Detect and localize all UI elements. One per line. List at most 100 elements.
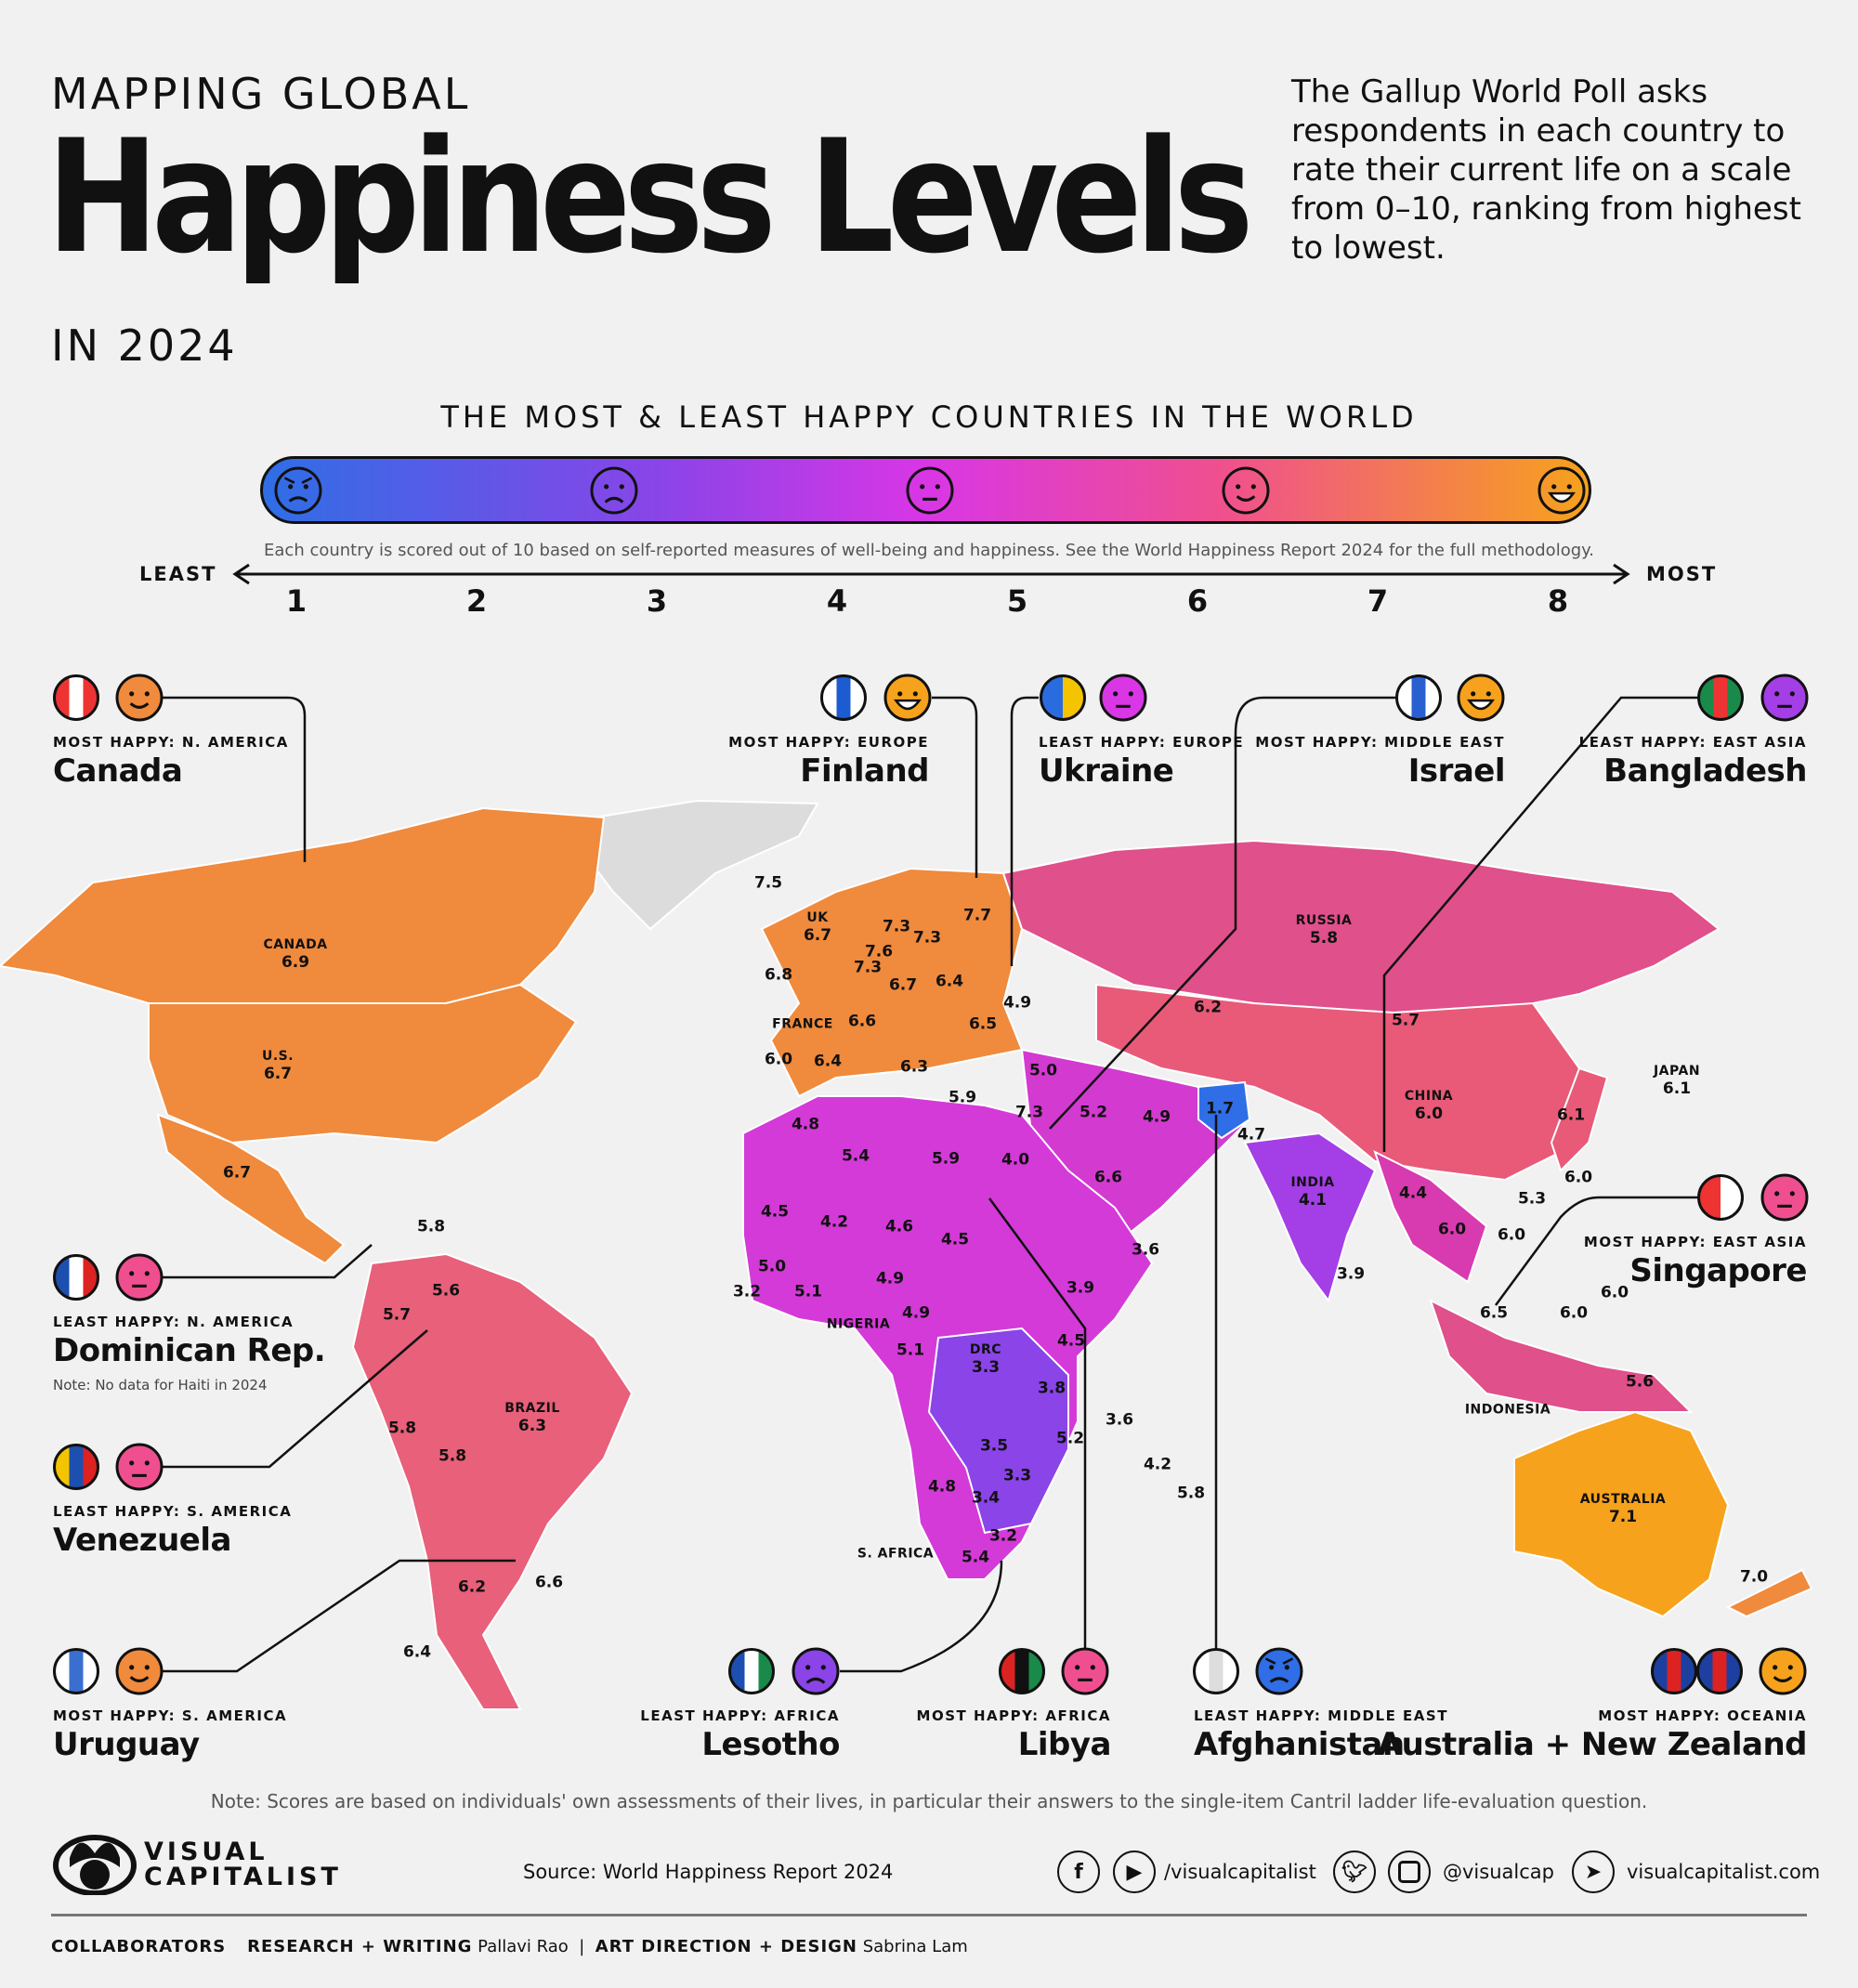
map-country-name: JAPAN: [1653, 1064, 1701, 1079]
callout-category: LEAST HAPPY: MIDDLE EAST: [1194, 1707, 1448, 1724]
map-label: INDONESIA: [1465, 1402, 1551, 1419]
scale-subtitle: THE MOST & LEAST HAPPY COUNTRIES IN THE …: [440, 399, 1418, 435]
map-score-value: 5.8: [1176, 1484, 1206, 1503]
map-label: 6.1: [1556, 1105, 1586, 1125]
map-score-value: 6.6: [1093, 1168, 1123, 1187]
map-label: 1.7: [1206, 1100, 1234, 1118]
map-country-name: INDIA: [1290, 1175, 1335, 1190]
map-score-value: 6.8: [764, 965, 793, 985]
brand-line1: VISUAL: [144, 1838, 268, 1866]
scale-tick: 2: [465, 583, 488, 619]
social-handle-visualcap[interactable]: @visualcap: [1443, 1861, 1554, 1883]
map-label: NIGERIA: [827, 1316, 890, 1334]
map-label: S. AFRICA: [857, 1546, 934, 1563]
map-label: 3.5: [980, 1437, 1008, 1456]
map-score-value: 4.8: [791, 1115, 820, 1134]
map-country-name: UK: [806, 910, 829, 925]
map-label: 5.2: [1056, 1430, 1084, 1448]
map-label: 6.2: [458, 1578, 486, 1597]
map-score-value: 5.8: [1309, 929, 1339, 948]
youtube-icon[interactable]: ▶: [1113, 1851, 1156, 1893]
map-score-value: 3.3: [1002, 1466, 1032, 1485]
map-score-value: 6.4: [813, 1052, 843, 1071]
map-label: 3.4: [972, 1489, 1000, 1508]
flag-icon: [1697, 674, 1744, 721]
map-label: 7.0: [1740, 1568, 1768, 1587]
map-label: RUSSIA 5.8: [1296, 912, 1353, 948]
map-score-value: 6.7: [803, 926, 832, 945]
map-label: 3.6: [1106, 1411, 1133, 1430]
map-score-value: 3.9: [1336, 1264, 1366, 1284]
region-india: [1243, 1131, 1377, 1303]
instagram-icon[interactable]: [1388, 1851, 1431, 1893]
map-label: 5.7: [383, 1306, 411, 1325]
smile-face-icon: [1222, 466, 1270, 518]
least-label: LEAST: [139, 563, 217, 585]
map-label: AUSTRALIA 7.1: [1580, 1491, 1667, 1526]
region-mexico: [156, 1113, 346, 1265]
map-label: DRC 3.3: [970, 1341, 1001, 1377]
map-label: 3.9: [1066, 1279, 1094, 1298]
design-name: Sabrina Lam: [862, 1937, 968, 1956]
callout-category: LEAST HAPPY: N. AMERICA: [53, 1314, 294, 1330]
region-indonesia: [1429, 1299, 1694, 1413]
facebook-icon[interactable]: f: [1057, 1851, 1100, 1893]
visual-capitalist-logo[interactable]: VISUAL CAPITALIST: [51, 1830, 338, 1899]
map-label: 6.3: [900, 1058, 928, 1077]
research-name: Pallavi Rao: [478, 1937, 569, 1956]
map-score-value: 6.6: [847, 1012, 877, 1031]
map-score-value: 4.1: [1298, 1191, 1328, 1210]
map-score-value: 7.3: [853, 958, 883, 977]
callout-category: MOST HAPPY: AFRICA: [916, 1707, 1111, 1724]
map-label: 5.7: [1392, 1012, 1420, 1030]
map-score-value: 6.1: [1556, 1105, 1586, 1125]
map-score-value: 4.5: [760, 1202, 790, 1222]
social-handle-visualcapitalist[interactable]: /visualcapitalist: [1164, 1861, 1316, 1883]
map-label: 3.2: [989, 1527, 1017, 1546]
map-label: 5.9: [932, 1150, 960, 1169]
region-se-asia: [1373, 1150, 1488, 1284]
map-label: 3.3: [1002, 1466, 1032, 1485]
neutral-face-icon: [115, 1443, 164, 1495]
design-label: ART DIRECTION + DESIGN: [595, 1937, 857, 1956]
map-score-value: 7.3: [882, 917, 911, 936]
map-score-value: 5.0: [757, 1257, 787, 1276]
map-country-name: AUSTRALIA: [1579, 1492, 1667, 1507]
callout-country: Finland: [800, 752, 929, 790]
map-label: 6.8: [764, 965, 793, 985]
scale-tick: 3: [646, 583, 668, 619]
callout-note: Note: No data for Haiti in 2024: [53, 1377, 268, 1393]
map-label: 7.6: [865, 943, 893, 961]
callout-country: Uruguay: [53, 1726, 200, 1763]
map-label: 5.9: [948, 1088, 977, 1107]
map-score-value: 5.9: [948, 1088, 977, 1107]
map-score-value: 7.3: [912, 928, 942, 948]
map-label: 7.3: [853, 958, 883, 977]
title-year: IN 2024: [51, 320, 238, 371]
map-label: 4.5: [941, 1231, 969, 1249]
region-afghanistan: [1197, 1080, 1251, 1140]
flag-icon: [1697, 1174, 1744, 1221]
flag-icon: [1040, 674, 1086, 721]
cursor-icon[interactable]: ➤: [1572, 1851, 1615, 1893]
flag-icon: [53, 1444, 99, 1490]
region-japan: [1550, 1066, 1609, 1172]
grin-face-icon: [1537, 466, 1586, 518]
map-label: 7.5: [753, 873, 783, 893]
map-label: 7.7: [963, 907, 991, 925]
map-label: 5.4: [961, 1548, 990, 1567]
callout-category: MOST HAPPY: OCEANIA: [1598, 1707, 1807, 1724]
map-label: 3.6: [1132, 1241, 1159, 1260]
website-link[interactable]: visualcapitalist.com: [1627, 1861, 1821, 1883]
callout-country: Afghanistan: [1194, 1726, 1405, 1763]
twitter-icon[interactable]: 🐦︎: [1333, 1851, 1376, 1893]
map-score-value: 6.2: [1193, 998, 1223, 1017]
map-score-value: 5.4: [961, 1548, 990, 1567]
neutral-face-icon: [906, 466, 954, 518]
callout-country: Australia + New Zealand: [1377, 1726, 1808, 1763]
map-score-value: 7.5: [753, 873, 783, 893]
map-score-value: 6.5: [1479, 1303, 1509, 1323]
map-score-value: 7.3: [1014, 1103, 1044, 1122]
map-country-name: INDONESIA: [1464, 1402, 1551, 1418]
